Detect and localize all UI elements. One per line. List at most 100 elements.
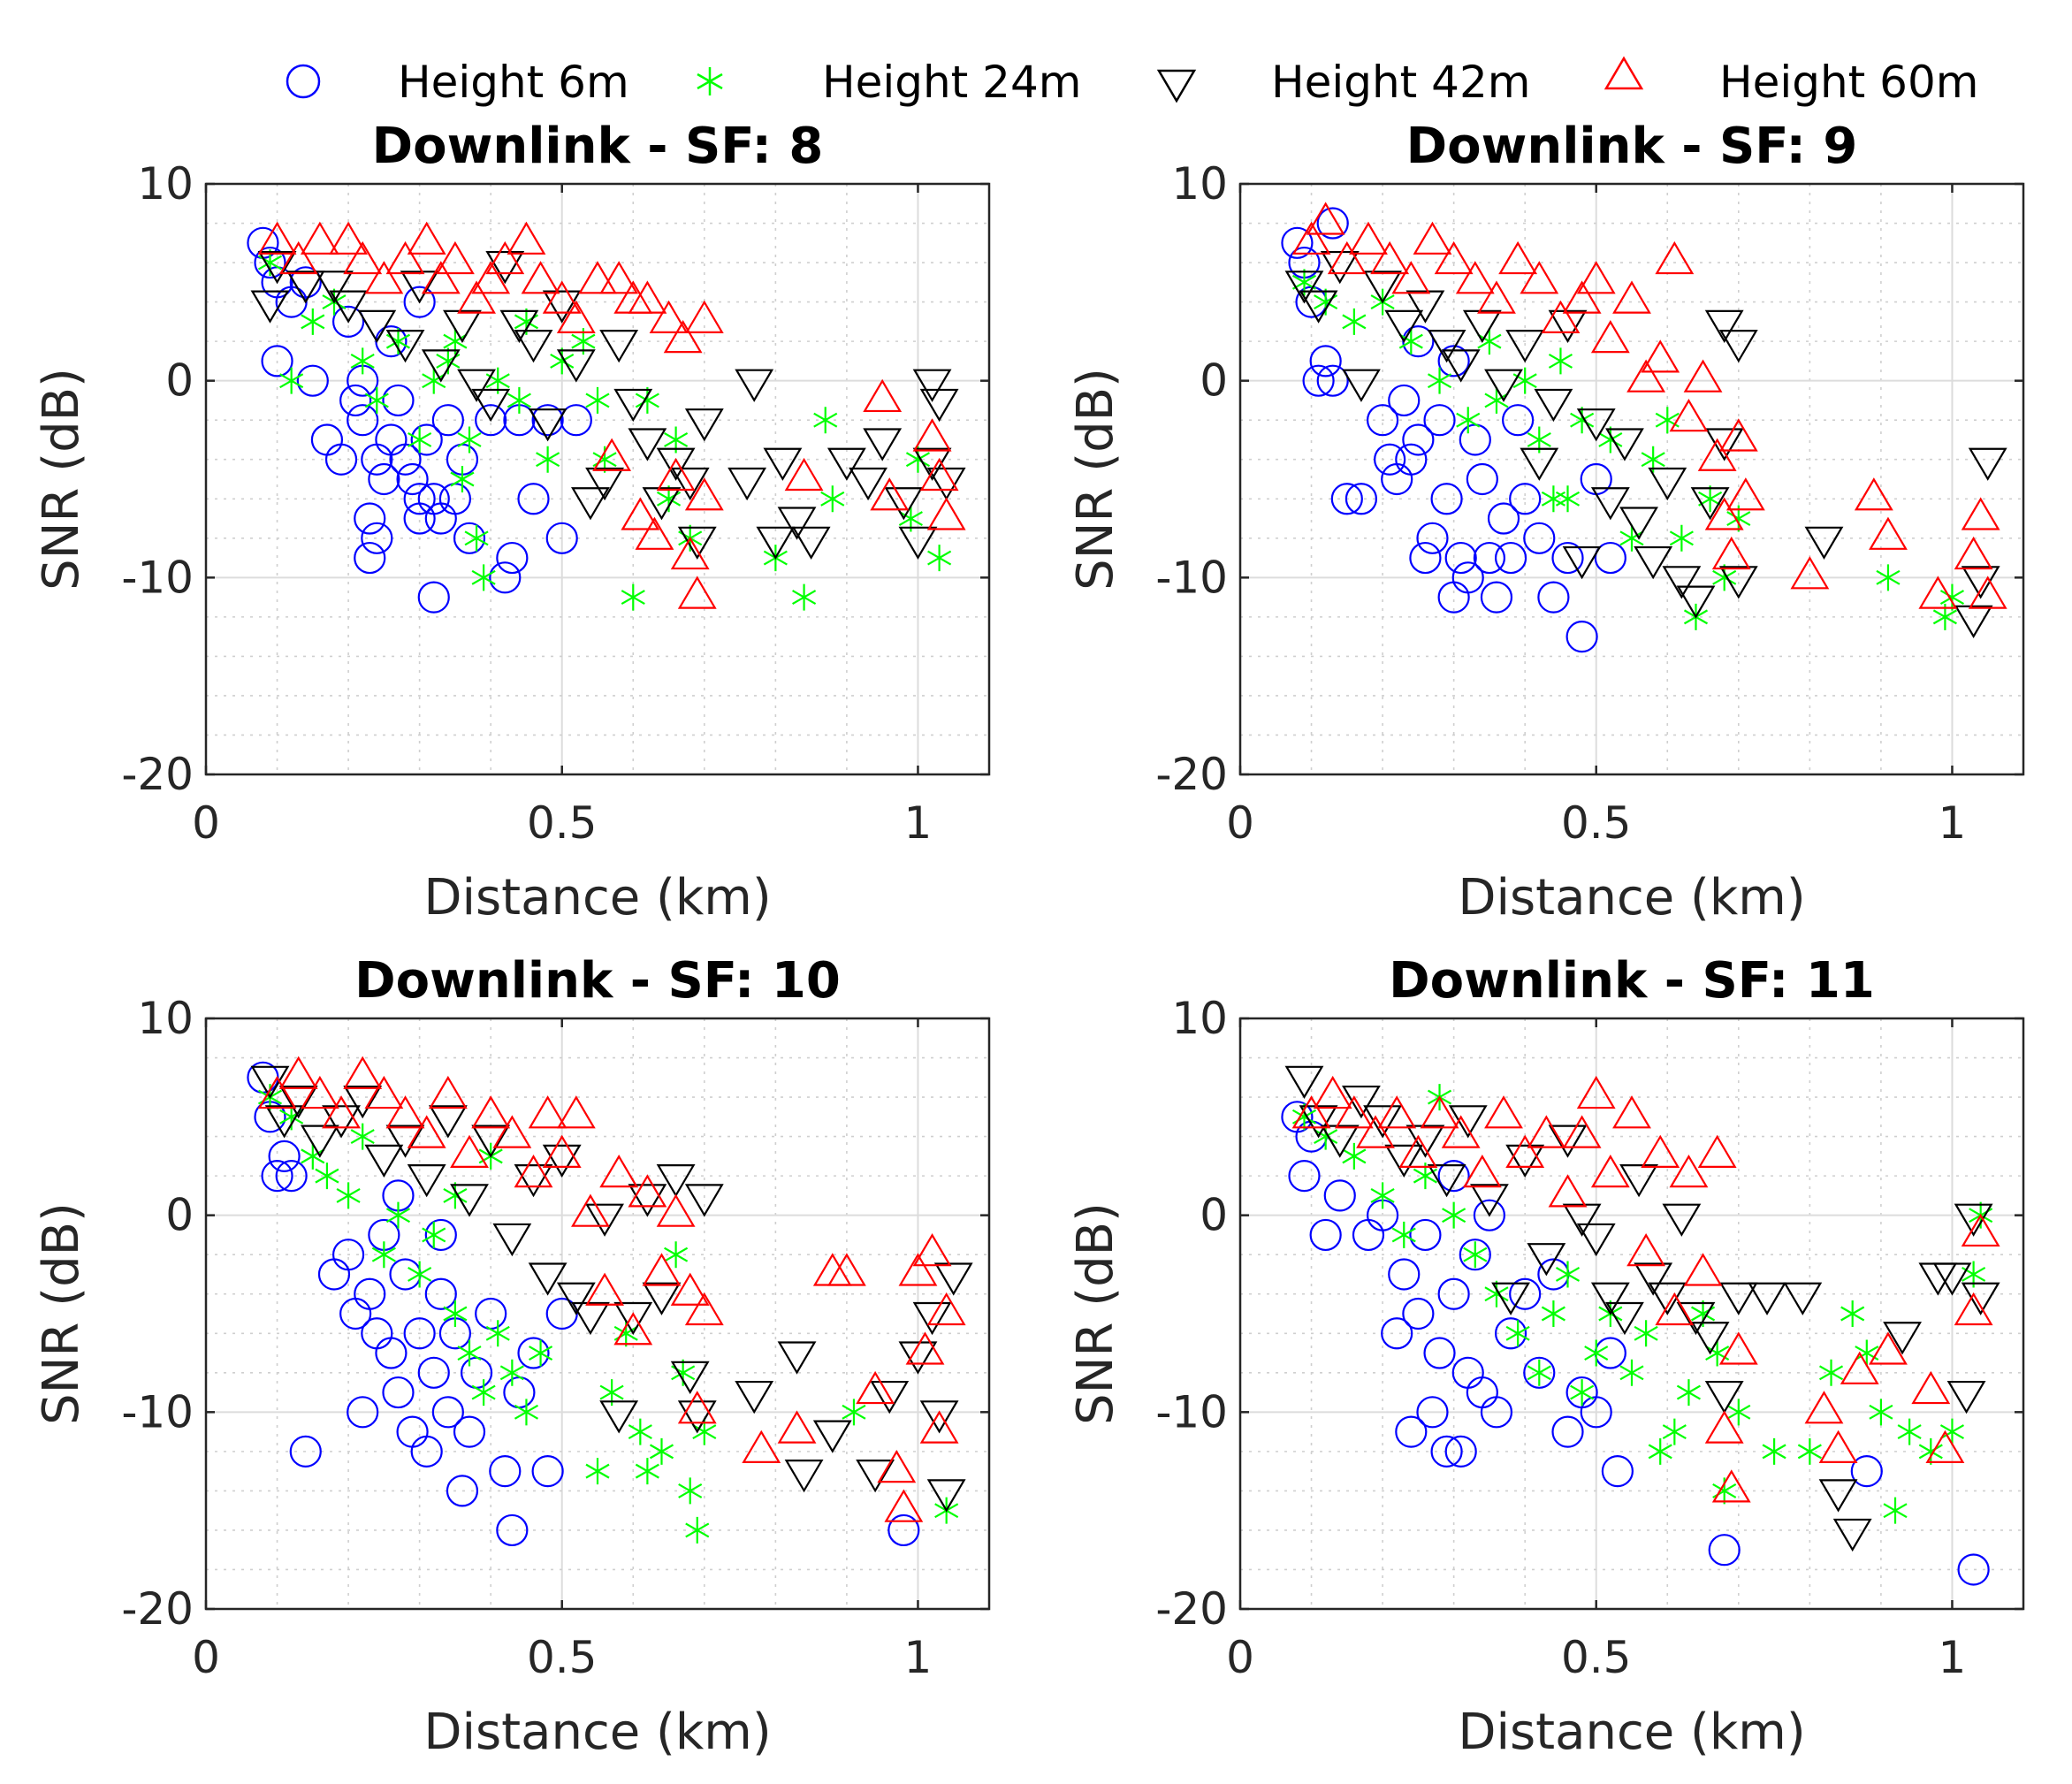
point-height-60m xyxy=(1349,221,1388,255)
point-height-6m xyxy=(1381,1317,1413,1350)
point-height-60m xyxy=(1612,1095,1651,1129)
point-height-60m xyxy=(621,497,660,530)
point-height-6m xyxy=(1437,1277,1470,1310)
point-height-42m xyxy=(1548,309,1588,344)
point-height-24m xyxy=(685,1516,710,1544)
point-height-6m xyxy=(424,1277,457,1310)
point-height-60m xyxy=(407,1115,446,1148)
point-height-42m xyxy=(528,408,568,442)
point-height-60m xyxy=(1455,261,1495,294)
point-height-42m xyxy=(1605,1301,1644,1336)
point-height-24m xyxy=(1669,524,1694,552)
point-height-42m xyxy=(492,1223,532,1257)
point-height-60m xyxy=(1725,477,1765,511)
point-height-24m xyxy=(471,564,496,591)
point-height-24m xyxy=(1477,328,1502,355)
y-tick-label: -10 xyxy=(1155,1386,1228,1437)
point-height-60m xyxy=(556,300,596,333)
point-height-6m xyxy=(1473,1199,1506,1231)
point-height-6m xyxy=(1509,483,1542,515)
point-height-42m xyxy=(1932,1262,1972,1296)
point-height-60m xyxy=(571,1193,610,1227)
point-height-6m xyxy=(289,1435,322,1468)
point-height-6m xyxy=(375,1337,408,1369)
point-height-60m xyxy=(599,261,639,294)
point-height-6m xyxy=(403,1317,436,1350)
point-height-6m xyxy=(1416,1396,1449,1429)
axes-box xyxy=(1238,1017,2025,1611)
point-height-60m xyxy=(1612,280,1651,314)
legend: Height 6m Height 24m Height 42m Height 6… xyxy=(286,56,1979,108)
point-height-60m xyxy=(663,319,703,354)
point-height-6m xyxy=(496,1513,529,1547)
point-height-60m xyxy=(1327,240,1367,275)
point-height-42m xyxy=(1320,250,1360,285)
point-height-42m xyxy=(849,467,887,501)
point-height-60m xyxy=(635,516,674,550)
point-height-60m xyxy=(514,1154,553,1188)
y-axis-label: SNR (dB) xyxy=(1067,368,1124,591)
point-height-24m xyxy=(678,1477,703,1505)
series-height-60m xyxy=(257,1056,966,1522)
point-height-6m xyxy=(1423,404,1456,437)
point-height-42m xyxy=(585,467,624,501)
point-height-6m xyxy=(1466,462,1498,496)
point-height-24m xyxy=(1570,1379,1595,1407)
point-height-60m xyxy=(677,576,717,609)
point-height-42m xyxy=(1619,507,1658,540)
point-height-60m xyxy=(1434,240,1474,275)
point-height-42m xyxy=(735,1380,774,1414)
point-height-24m xyxy=(1427,367,1452,394)
x-tick-label: 0.5 xyxy=(1561,797,1632,849)
point-height-60m xyxy=(1911,1370,1951,1405)
point-height-24m xyxy=(649,1437,674,1465)
point-height-24m xyxy=(628,1418,652,1445)
point-height-24m xyxy=(1818,1359,1844,1386)
point-height-6m xyxy=(1330,483,1363,515)
point-height-6m xyxy=(1494,541,1527,575)
point-height-42m xyxy=(933,1262,973,1296)
point-height-42m xyxy=(670,467,710,501)
point-height-24m xyxy=(1869,1399,1893,1426)
point-height-6m xyxy=(1281,226,1314,259)
point-height-24m xyxy=(301,308,325,335)
point-height-24m xyxy=(1541,1300,1565,1327)
point-height-60m xyxy=(1869,516,1908,550)
grid xyxy=(1240,184,2024,774)
point-height-6m xyxy=(331,1239,365,1271)
point-height-60m xyxy=(1626,359,1666,393)
point-height-60m xyxy=(877,1449,917,1483)
point-height-6m xyxy=(1316,207,1349,240)
point-height-6m xyxy=(475,404,507,437)
point-height-42m xyxy=(1320,1125,1360,1158)
point-height-6m xyxy=(1309,345,1342,377)
point-height-6m xyxy=(354,1277,386,1310)
point-height-60m xyxy=(1291,1095,1331,1129)
data-points xyxy=(1281,202,2007,653)
point-height-6m xyxy=(261,1160,293,1193)
panel-title: Downlink - SF: 11 xyxy=(1389,952,1875,1010)
point-height-6m xyxy=(1601,1455,1634,1488)
point-height-42m xyxy=(1676,585,1716,619)
point-height-42m xyxy=(884,487,924,521)
point-height-42m xyxy=(870,1380,910,1414)
point-height-6m xyxy=(1473,541,1506,575)
point-height-24m xyxy=(422,1221,446,1248)
point-height-24m xyxy=(635,1458,659,1485)
axes-box xyxy=(204,1017,991,1611)
point-height-24m xyxy=(1598,426,1623,454)
y-tick-label: 0 xyxy=(1200,1190,1228,1241)
point-height-42m xyxy=(1427,330,1466,363)
point-height-6m xyxy=(1551,1415,1584,1448)
point-height-60m xyxy=(528,1095,568,1129)
point-height-6m xyxy=(361,522,393,554)
point-height-6m xyxy=(517,1337,550,1369)
point-height-60m xyxy=(364,1075,404,1109)
point-height-6m xyxy=(1416,522,1449,554)
point-height-60m xyxy=(1377,1095,1417,1129)
point-height-24m xyxy=(485,1320,510,1347)
point-height-24m xyxy=(1726,1399,1751,1426)
point-height-60m xyxy=(1356,1115,1395,1148)
point-height-42m xyxy=(250,290,290,324)
point-height-60m xyxy=(1520,261,1559,294)
